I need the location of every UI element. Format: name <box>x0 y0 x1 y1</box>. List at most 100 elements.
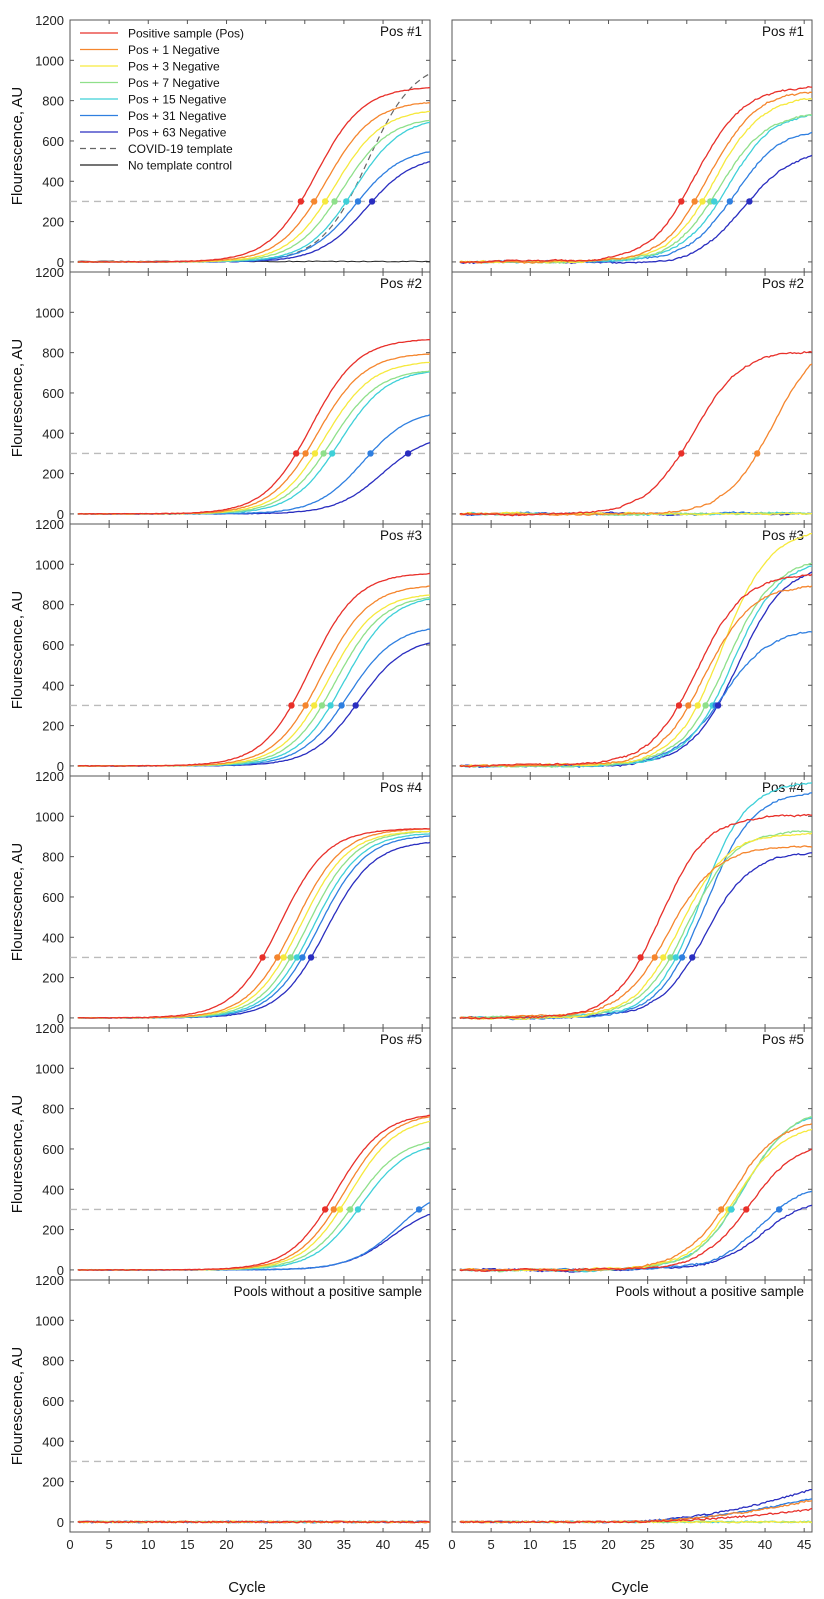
panel: 0 200 400 600 800 1000 1200 0 5 10 15 20 25 30 35 40 45 F… <box>9 1273 431 1552</box>
series-line <box>77 1201 430 1271</box>
ct-point <box>660 954 667 961</box>
ct-point <box>346 1206 354 1213</box>
y-tick-label: 1000 <box>35 1313 64 1328</box>
ct-point <box>336 1206 344 1213</box>
series-line <box>77 1141 430 1271</box>
ct-point <box>702 702 709 709</box>
ct-point <box>714 702 722 709</box>
x-tick-label: 10 <box>523 1537 537 1552</box>
ct-point <box>280 954 287 961</box>
x-tick-label: 45 <box>415 1537 429 1552</box>
y-tick-label: 1000 <box>35 557 64 572</box>
panel-title: Pos #5 <box>380 1032 422 1047</box>
series-line <box>77 841 430 1019</box>
series-line <box>77 339 430 515</box>
legend-label: Positive sample (Pos) <box>128 27 244 41</box>
y-axis-label: Flourescence, AU <box>9 1095 26 1213</box>
series-group <box>459 532 812 769</box>
ct-point <box>310 702 318 709</box>
series-line <box>77 1114 430 1271</box>
y-tick-label: 600 <box>42 1394 64 1409</box>
ct-point <box>311 450 319 457</box>
series-line <box>77 371 430 515</box>
series-line <box>77 597 430 767</box>
legend-label: Pos + 63 Negative <box>128 126 227 140</box>
x-tick-label: 20 <box>601 1537 615 1552</box>
y-tick-label: 1200 <box>35 13 64 28</box>
series-line <box>459 1123 812 1272</box>
y-tick-label: 0 <box>57 1011 64 1026</box>
series-line <box>459 845 812 1020</box>
series-line <box>459 363 812 516</box>
x-tick-label: 0 <box>66 1537 73 1552</box>
ct-point <box>651 954 658 961</box>
y-tick-label: 600 <box>42 386 64 401</box>
panel-title: Pools without a positive sample <box>616 1284 804 1299</box>
series-line <box>459 91 812 264</box>
x-tick-label: 5 <box>106 1537 113 1552</box>
ct-point <box>415 1206 423 1213</box>
y-tick-label: 800 <box>42 94 64 109</box>
series-line <box>77 642 430 767</box>
y-tick-label: 600 <box>42 890 64 905</box>
ct-point <box>710 198 718 205</box>
legend-label: Pos + 7 Negative <box>128 76 220 90</box>
y-axis-label: Flourescence, AU <box>9 1347 26 1465</box>
ct-point <box>675 702 683 709</box>
ct-point <box>689 954 696 961</box>
ct-point <box>726 198 734 205</box>
panel-frame <box>451 19 813 273</box>
y-tick-label: 800 <box>42 598 64 613</box>
y-axis-label: Flourescence, AU <box>9 843 26 961</box>
series-line <box>77 828 430 1019</box>
y-tick-label: 0 <box>57 759 64 774</box>
x-tick-label: 15 <box>180 1537 194 1552</box>
series-group <box>77 572 430 767</box>
panel-title: Pos #4 <box>762 780 805 795</box>
x-tick-label: 20 <box>219 1537 233 1552</box>
y-axis-label: Flourescence, AU <box>9 339 26 457</box>
y-tick-label: 200 <box>42 215 64 230</box>
ct-point <box>330 1206 337 1213</box>
y-axis-label: Flourescence, AU <box>9 591 26 709</box>
ct-point <box>297 198 305 205</box>
y-tick-label: 600 <box>42 1142 64 1157</box>
series-line <box>459 852 812 1020</box>
series-line <box>459 792 812 1021</box>
ct-point <box>667 954 674 961</box>
panel: 0 200 400 600 800 1000 1200 Flourescence, AU Pos… <box>9 1021 431 1281</box>
series-group <box>77 1520 430 1524</box>
series-line <box>459 562 812 768</box>
ct-point <box>699 198 706 205</box>
panel-frame <box>451 775 813 1029</box>
y-tick-label: 1000 <box>35 1061 64 1076</box>
ct-point <box>274 954 281 961</box>
ct-point <box>321 198 329 205</box>
series-group <box>459 350 812 517</box>
ct-point <box>352 702 359 709</box>
panel-frame <box>451 271 813 525</box>
series-line <box>459 350 812 517</box>
y-tick-label: 200 <box>42 719 64 734</box>
ct-point <box>343 198 350 205</box>
y-axis-label: Flourescence, AU <box>9 87 26 205</box>
y-tick-label: 600 <box>42 134 64 149</box>
ct-point <box>302 702 309 709</box>
panel-frame <box>69 775 431 1029</box>
ct-point <box>368 198 376 205</box>
y-tick-label: 400 <box>42 426 64 441</box>
y-tick-label: 1000 <box>35 53 64 68</box>
ct-point <box>302 450 309 457</box>
y-tick-label: 200 <box>42 467 64 482</box>
series-line <box>459 1128 812 1272</box>
y-tick-label: 400 <box>42 174 64 189</box>
series-line <box>77 1520 430 1524</box>
ct-point <box>307 954 315 961</box>
panel: 0 5 10 15 20 25 30 35 40 45 Pools without a positi… <box>448 1279 813 1552</box>
y-tick-label: 200 <box>42 1475 64 1490</box>
ct-point <box>637 954 644 961</box>
series-line <box>459 97 812 264</box>
series-line <box>459 532 812 767</box>
